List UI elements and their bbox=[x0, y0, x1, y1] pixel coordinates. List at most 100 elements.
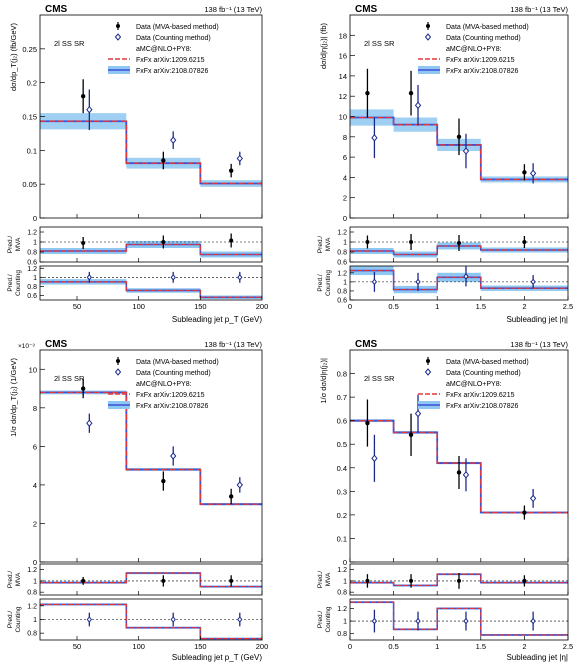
x-axis-label: Subleading jet p_T (GeV) bbox=[172, 653, 262, 662]
cms-label: CMS bbox=[355, 339, 378, 350]
ytick-label: 0.7 bbox=[337, 393, 347, 402]
ratio-ytick-label: 0.6 bbox=[337, 260, 347, 267]
xtick-label: 1 bbox=[435, 642, 439, 651]
ratio-ytick-label: 1.2 bbox=[337, 606, 347, 613]
fxfx1-step-line bbox=[40, 120, 262, 185]
ratio-ytick-label: 0.8 bbox=[27, 590, 37, 597]
ratio2-point bbox=[371, 617, 378, 625]
ratio1-fxfx1-line bbox=[350, 573, 568, 587]
xtick-label: 0.5 bbox=[388, 642, 398, 651]
ratio-ytick-label: 0.8 bbox=[337, 631, 347, 638]
data-count-point bbox=[462, 147, 470, 155]
data-count-point bbox=[371, 134, 378, 142]
cms-label: CMS bbox=[45, 339, 68, 350]
data-mva-point bbox=[80, 94, 86, 99]
legend-mva-dot bbox=[116, 359, 120, 363]
legend-mc-header: aMC@NLO+PY8: bbox=[446, 381, 502, 388]
x-axis-label: Subleading jet |η| bbox=[506, 653, 568, 662]
data-count-point bbox=[462, 471, 470, 479]
data-count-point bbox=[236, 154, 243, 163]
ratio2-fxfx1-line bbox=[40, 603, 262, 640]
data-mva-point bbox=[80, 386, 86, 391]
ytick-label: 6 bbox=[33, 442, 37, 451]
ytick-label: 0.25 bbox=[22, 45, 37, 54]
main-frame bbox=[39, 349, 263, 563]
ytick-label: 18 bbox=[339, 31, 347, 40]
ratio2-fxfx1-line bbox=[350, 601, 568, 636]
legend-data-count: Data (Counting method) bbox=[136, 35, 211, 42]
xtick-label: 200 bbox=[256, 642, 269, 651]
legend-count-marker bbox=[114, 368, 122, 376]
ratio2-ylabel-line2: Counting bbox=[15, 606, 22, 632]
legend-count-marker bbox=[424, 33, 432, 41]
legend-mva-dot bbox=[426, 359, 430, 363]
ratio1-point bbox=[365, 240, 370, 244]
xtick-label: 100 bbox=[132, 302, 145, 311]
ratio2-point bbox=[463, 273, 469, 280]
data-count-point bbox=[414, 101, 422, 110]
ratio1-fxfx2-line bbox=[40, 572, 262, 588]
ratio1-ylabel-line2: MVA bbox=[15, 572, 22, 586]
ratio2-point bbox=[86, 274, 92, 281]
panel-br: 0 0.1 0.2 0.3 0.4 0.5 0.6 0.7 0.8 1/σ dσ/d|η(j₂)|… bbox=[317, 339, 573, 662]
ratio1-point bbox=[229, 238, 234, 243]
xtick-label: 200 bbox=[256, 302, 269, 311]
data-mva-point bbox=[161, 478, 166, 484]
y-axis-label: 1/σ dσ/d|η(j₂)| bbox=[319, 358, 328, 404]
panel-tl: 0 0.05 0.1 0.15 0.2 0.25 dσ/dp_T(j₂) (fb/GeV) C… bbox=[7, 4, 268, 324]
data-mva-point bbox=[228, 168, 234, 173]
xtick-label: 150 bbox=[194, 642, 207, 651]
ratio1-ylabel-line2: MVA bbox=[325, 237, 332, 251]
ratio1-point bbox=[81, 578, 86, 583]
data-mva-point bbox=[408, 432, 414, 437]
ytick-label: 6 bbox=[343, 153, 347, 162]
x-axis-label: Subleading jet |η| bbox=[506, 315, 568, 324]
ratio-ytick-label: 0.8 bbox=[337, 590, 347, 597]
x-axis-label: Subleading jet p_T (GeV) bbox=[172, 315, 262, 324]
ratio1-point bbox=[229, 578, 234, 583]
fxfx2-step-line bbox=[40, 120, 262, 185]
xtick-label: 50 bbox=[73, 642, 81, 651]
ratio1-point bbox=[522, 240, 527, 244]
ratio1-ylabel-line2: MVA bbox=[325, 572, 332, 586]
ratio-ytick-label: 1 bbox=[343, 240, 347, 247]
lumi-label: 138 fb⁻¹ (13 TeV) bbox=[204, 340, 262, 349]
data-count-point bbox=[529, 169, 537, 178]
legend-count-marker bbox=[114, 33, 122, 41]
ratio2-point bbox=[415, 617, 421, 625]
ratio-ytick-label: 0.6 bbox=[27, 260, 37, 267]
ytick-label: 2 bbox=[33, 519, 37, 528]
legend-mva-dot bbox=[116, 24, 120, 28]
ratio-ytick-label: 1 bbox=[33, 578, 37, 585]
legend-mc-header: aMC@NLO+PY8: bbox=[136, 381, 192, 388]
ratio2-frame bbox=[39, 265, 263, 301]
y-axis-label: 1/σ dσ/dp_T(j₂) (1/GeV) bbox=[9, 358, 18, 437]
data-count-point bbox=[86, 105, 93, 114]
legend-data-mva: Data (MVA-based method) bbox=[136, 359, 219, 366]
xtick-label: 2 bbox=[522, 302, 526, 311]
xtick-label: 0 bbox=[348, 302, 352, 311]
ratio1-point bbox=[81, 241, 86, 245]
ratio1-point bbox=[457, 578, 461, 583]
cms-label: CMS bbox=[45, 4, 68, 15]
data-count-point bbox=[371, 454, 378, 463]
xtick-label: 2.5 bbox=[563, 302, 573, 311]
data-mva-point bbox=[228, 494, 234, 499]
region-label: 2l SS SR bbox=[54, 39, 85, 48]
ratio-ytick-label: 1.2 bbox=[27, 567, 37, 574]
ratio2-point bbox=[237, 616, 243, 623]
ratio-ytick-label: 0.8 bbox=[27, 250, 37, 257]
ytick-label: 0.2 bbox=[27, 79, 37, 88]
data-mva-point bbox=[365, 420, 370, 426]
data-count-point bbox=[414, 409, 422, 418]
ratio-ytick-label: 1 bbox=[343, 578, 347, 585]
data-mva-point bbox=[456, 470, 462, 475]
ytick-label: 0 bbox=[33, 558, 37, 567]
legend-fxfx2: FxFx arXiv:2108.07826 bbox=[446, 68, 518, 75]
legend-fxfx2: FxFx arXiv:2108.07826 bbox=[446, 403, 518, 410]
xtick-label: 0 bbox=[348, 642, 352, 651]
lumi-label: 138 fb⁻¹ (13 TeV) bbox=[510, 5, 568, 14]
ratio-ytick-label: 0.8 bbox=[337, 250, 347, 257]
ratio1-frame bbox=[39, 563, 263, 596]
